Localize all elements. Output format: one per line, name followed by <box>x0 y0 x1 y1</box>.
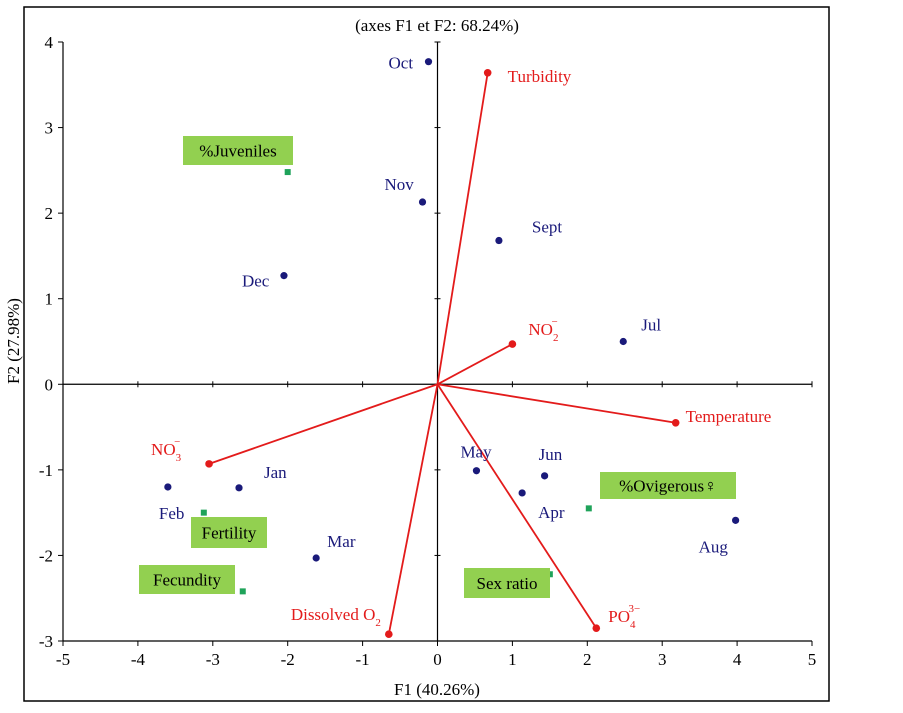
supplementary-marker <box>284 169 291 176</box>
variable-point <box>385 630 393 638</box>
x-tick-label: -5 <box>56 650 70 669</box>
y-tick-label: -1 <box>39 461 53 480</box>
supplementary-box <box>183 136 293 165</box>
x-tick-label: -3 <box>206 650 220 669</box>
y-tick-label: -2 <box>39 546 53 565</box>
supplementary-label: Sex ratio <box>477 574 538 593</box>
supplementary-box <box>464 568 550 598</box>
supplementary-marker <box>239 588 246 595</box>
x-tick-label: -4 <box>131 650 146 669</box>
variable-vector <box>437 383 676 424</box>
variable-vector <box>436 72 489 385</box>
variable-point <box>671 418 680 427</box>
variable-vector <box>387 384 439 635</box>
x-axis-title: F1 (40.26%) <box>394 680 480 699</box>
variable-label: Temperature <box>686 407 772 426</box>
supplementary-label: Fertility <box>202 524 257 543</box>
variable-vector <box>436 383 598 629</box>
supplementary-box <box>600 472 736 499</box>
observation-label: Sept <box>532 218 563 237</box>
variable-label: PO43− <box>608 603 640 631</box>
y-axis-title: F2 (27.98%) <box>4 298 23 384</box>
variable-point <box>205 460 213 468</box>
observation-point <box>472 467 481 475</box>
observation-point <box>164 483 172 491</box>
supplementary-label: %Ovigerous♀ <box>619 477 717 496</box>
variable-label: Dissolved O2 <box>291 605 381 629</box>
axes-group: -5 -4 -3 -2 -1 0 1 2 3 4 5 -3 -2 -1 0 1 2 3 4 <box>39 33 816 669</box>
variable-point <box>508 340 517 348</box>
supplementary-group: %Juveniles %Ovigerous♀ Fertility Fecundity S… <box>139 136 736 598</box>
y-tick-label: 0 <box>45 375 54 394</box>
observation-label: Mar <box>327 532 356 551</box>
observation-label: Jun <box>539 445 563 464</box>
supplementary-box <box>139 565 235 594</box>
observation-point <box>235 484 243 492</box>
chart-title: (axes F1 et F2: 68.24%) <box>355 16 519 35</box>
observation-point <box>312 554 320 562</box>
observation-label: Jan <box>264 463 287 482</box>
variable-label: NO3− <box>151 436 182 464</box>
supplementary-label: Fecundity <box>153 571 221 590</box>
variable-vector <box>208 383 438 465</box>
observation-point <box>619 337 627 346</box>
observations-group: Oct Nov Sept Dec Jul May Jun Apr Jan Feb Mar Aug <box>159 54 740 562</box>
chart-frame <box>23 6 830 702</box>
y-tick-label: 1 <box>45 290 54 309</box>
x-tick-label: 1 <box>508 650 517 669</box>
observation-point <box>424 58 433 66</box>
observation-point <box>732 516 740 524</box>
y-tick-label: 3 <box>45 119 54 138</box>
supplementary-marker <box>585 505 592 512</box>
observation-label: Aug <box>699 537 729 556</box>
x-tick-label: 3 <box>658 650 667 669</box>
supplementary-label: %Juveniles <box>199 142 276 161</box>
variable-point <box>483 69 492 77</box>
x-tick-label: 0 <box>433 650 442 669</box>
x-tick-label: 5 <box>808 650 817 669</box>
observation-point <box>418 198 427 206</box>
observation-label: Nov <box>385 175 415 194</box>
supplementary-box <box>191 517 267 548</box>
y-tick-label: -3 <box>39 632 53 651</box>
observation-point <box>541 472 549 480</box>
variable-vectors-group: Turbidity NO2− Temperature NO3− Dissolved O2… <box>151 67 771 638</box>
variable-label: NO2− <box>528 316 558 344</box>
observation-label: Apr <box>538 503 565 522</box>
observation-point <box>495 236 503 245</box>
variable-vector <box>437 343 513 386</box>
supplementary-marker <box>200 509 207 516</box>
x-tick-label: 4 <box>733 650 742 669</box>
observation-label: Dec <box>242 272 270 291</box>
x-tick-label: 2 <box>583 650 592 669</box>
observation-point <box>518 489 526 497</box>
observation-label: May <box>460 443 492 462</box>
observation-point <box>280 272 288 280</box>
variable-point <box>592 624 601 632</box>
observation-label: Oct <box>389 54 414 73</box>
x-tick-label: -2 <box>281 650 295 669</box>
observation-label: Jul <box>641 316 661 335</box>
x-tick-label: -1 <box>356 650 370 669</box>
y-tick-label: 2 <box>45 204 54 223</box>
variable-label: Turbidity <box>508 67 572 86</box>
y-tick-label: 4 <box>45 33 54 52</box>
observation-label: Feb <box>159 504 185 523</box>
